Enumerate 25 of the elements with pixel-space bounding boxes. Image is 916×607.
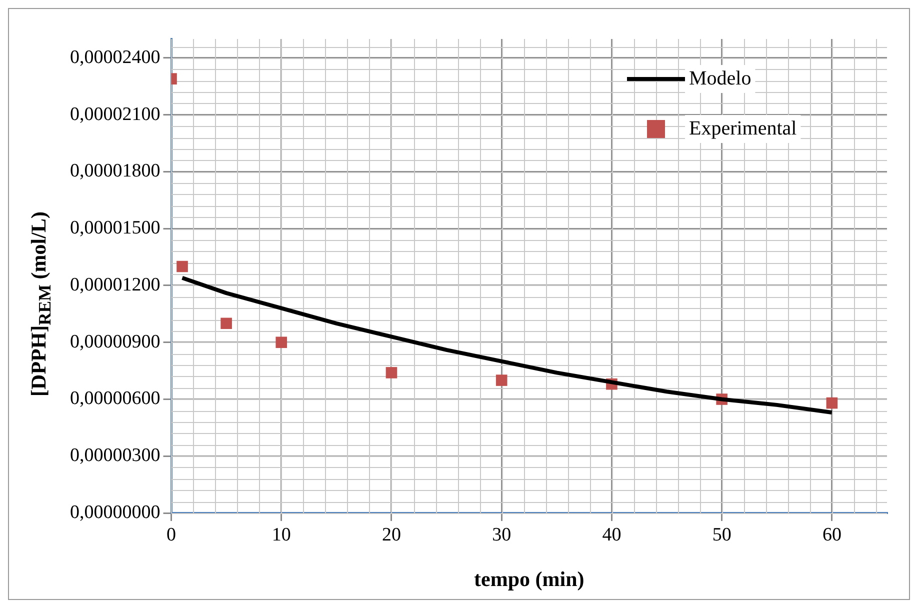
x-tick-label: 10 [272,524,291,546]
y-tick-label: 0,00000600 [70,388,160,410]
x-tick-label: 20 [382,524,401,546]
x-tick-label: 50 [712,524,732,546]
point [276,336,288,348]
y-tick-label: 0,00001500 [70,218,160,239]
x-tick-label: 60 [822,524,842,546]
y-tick-label: 0,00001800 [70,160,160,182]
y-tick-label: 0,00000900 [70,331,160,352]
y-tick-label: 0,00000000 [70,502,160,523]
y-tick-label: 0,00002100 [70,104,160,125]
x-tick-label: 30 [492,524,512,546]
x-axis-title: tempo (min) [474,566,584,591]
point [220,318,232,330]
point [496,374,508,386]
point [826,397,838,409]
y-tick-label: 0,00001200 [70,274,160,296]
x-tick-label: 0 [166,524,176,546]
x-tick-label: 40 [602,524,622,546]
y-tick-label: 0,00002400 [70,46,160,68]
legend-label: Experimental [689,117,798,140]
point [176,260,188,272]
point [386,367,398,378]
legend-label: Modelo [689,67,752,90]
y-tick-label: 0,00000300 [70,445,160,466]
